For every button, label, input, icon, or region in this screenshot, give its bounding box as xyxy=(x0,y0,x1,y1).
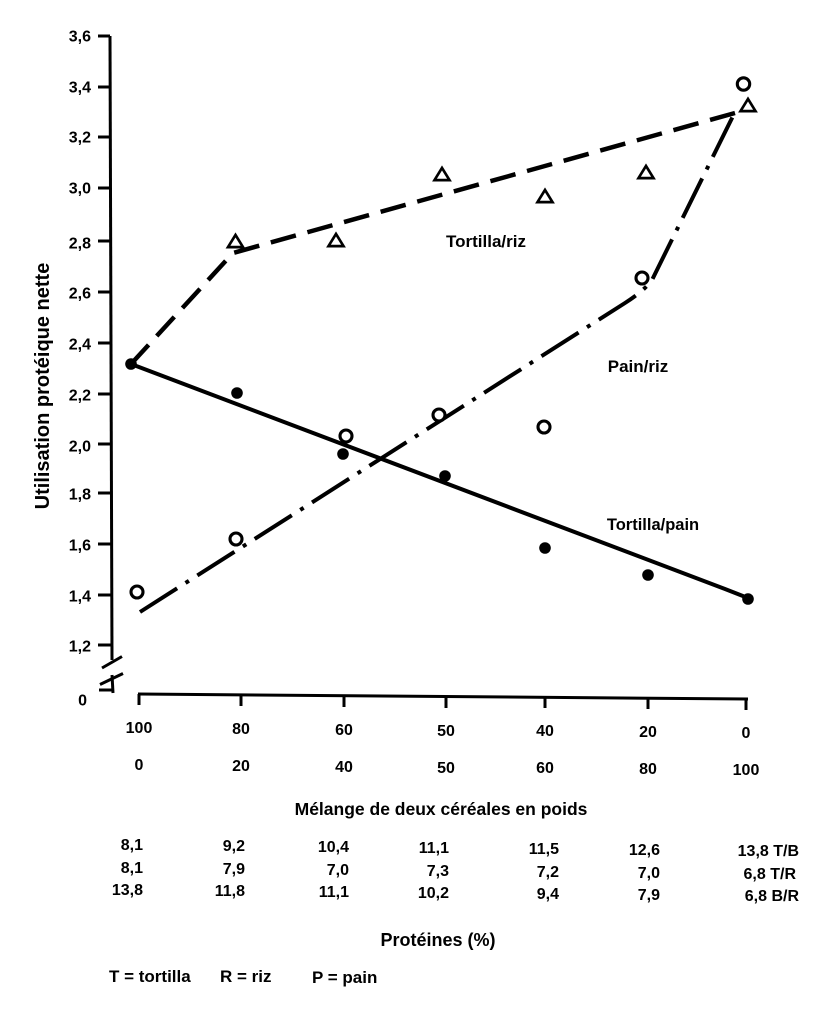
svg-text:50: 50 xyxy=(437,723,455,740)
svg-text:13,8: 13,8 xyxy=(112,882,143,899)
svg-text:2,2: 2,2 xyxy=(69,388,91,405)
svg-text:1,6: 1,6 xyxy=(69,538,91,555)
svg-text:9,2: 9,2 xyxy=(223,838,245,855)
svg-text:1,4: 1,4 xyxy=(69,589,91,606)
svg-text:7,0: 7,0 xyxy=(327,862,349,879)
svg-text:50: 50 xyxy=(437,760,455,777)
svg-text:13,8 T/B: 13,8 T/B xyxy=(738,843,799,860)
svg-text:11,1: 11,1 xyxy=(319,884,349,901)
svg-text:Pain/riz: Pain/riz xyxy=(608,357,668,376)
svg-text:6,8 T/R: 6,8 T/R xyxy=(744,866,797,883)
svg-text:2,8: 2,8 xyxy=(69,236,91,253)
svg-text:3,0: 3,0 xyxy=(69,181,91,198)
svg-text:60: 60 xyxy=(335,722,353,739)
svg-text:8,1: 8,1 xyxy=(121,837,143,854)
svg-text:R = riz: R = riz xyxy=(220,967,272,986)
svg-text:7,0: 7,0 xyxy=(638,865,660,882)
svg-text:Tortilla/riz: Tortilla/riz xyxy=(446,232,526,251)
svg-text:2,6: 2,6 xyxy=(69,286,91,303)
svg-text:0: 0 xyxy=(742,725,751,742)
svg-text:7,9: 7,9 xyxy=(638,887,660,904)
svg-text:3,6: 3,6 xyxy=(69,29,91,46)
svg-text:0: 0 xyxy=(78,693,87,710)
svg-text:11,8: 11,8 xyxy=(215,883,245,900)
svg-text:1,8: 1,8 xyxy=(69,487,91,504)
svg-text:100: 100 xyxy=(733,762,760,779)
svg-text:100: 100 xyxy=(126,720,153,737)
svg-text:10,4: 10,4 xyxy=(318,839,349,856)
svg-text:80: 80 xyxy=(232,721,250,738)
svg-text:6,8 B/R: 6,8 B/R xyxy=(745,888,800,905)
svg-text:40: 40 xyxy=(536,723,554,740)
svg-text:2,4: 2,4 xyxy=(69,337,91,354)
svg-text:7,2: 7,2 xyxy=(537,864,559,881)
svg-text:11,5: 11,5 xyxy=(529,841,559,858)
svg-text:2,0: 2,0 xyxy=(69,439,91,456)
svg-text:40: 40 xyxy=(335,759,353,776)
svg-text:1,2: 1,2 xyxy=(69,639,91,656)
svg-text:10,2: 10,2 xyxy=(418,885,449,902)
svg-text:8,1: 8,1 xyxy=(121,860,143,877)
svg-text:3,4: 3,4 xyxy=(69,80,91,97)
svg-text:7,3: 7,3 xyxy=(427,863,449,880)
svg-text:Mélange de deux céréales en po: Mélange de deux céréales en poids xyxy=(295,799,588,819)
svg-text:12,6: 12,6 xyxy=(629,842,660,859)
svg-text:Protéines (%): Protéines (%) xyxy=(380,930,495,950)
svg-text:Utilisation protéique nette: Utilisation protéique nette xyxy=(32,263,54,510)
svg-text:60: 60 xyxy=(536,760,554,777)
svg-text:20: 20 xyxy=(639,724,657,741)
svg-text:3,2: 3,2 xyxy=(69,130,91,147)
svg-text:T = tortilla: T = tortilla xyxy=(109,967,191,986)
svg-text:7,9: 7,9 xyxy=(223,861,245,878)
svg-text:20: 20 xyxy=(232,758,250,775)
svg-text:80: 80 xyxy=(639,761,657,778)
svg-text:P = pain: P = pain xyxy=(312,968,377,987)
svg-text:0: 0 xyxy=(135,757,144,774)
svg-text:Tortilla/pain: Tortilla/pain xyxy=(607,516,699,534)
svg-text:9,4: 9,4 xyxy=(537,886,559,903)
svg-text:11,1: 11,1 xyxy=(419,840,449,857)
